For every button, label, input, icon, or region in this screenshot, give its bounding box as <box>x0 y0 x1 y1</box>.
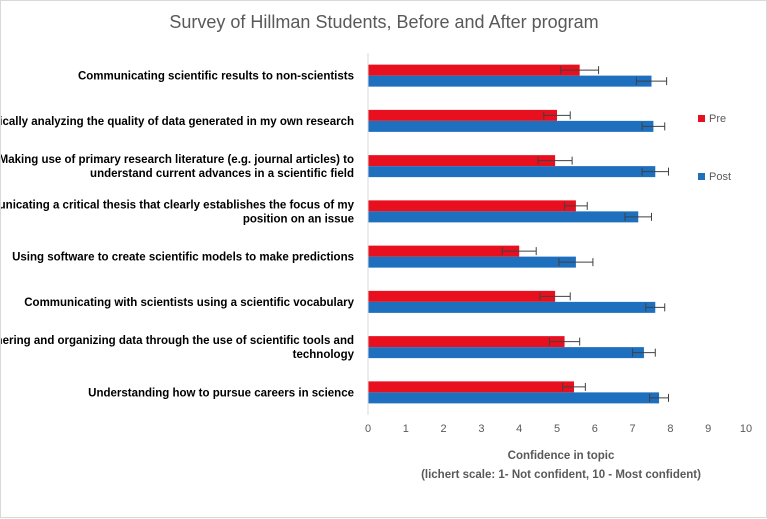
x-tick-label: 6 <box>592 423 598 435</box>
chart-title: Survey of Hillman Students, Before and A… <box>169 12 598 32</box>
category-label-line: Using software to create scientific mode… <box>12 252 354 264</box>
bar-pre <box>368 155 556 167</box>
bar-post <box>368 120 654 132</box>
category-label: Gathering and organizing data through th… <box>1 335 355 361</box>
category-label: Communicating with scientists using a sc… <box>24 297 354 309</box>
legend: Pre Post <box>698 113 731 183</box>
x-tick-label: 3 <box>478 423 484 435</box>
bar-post <box>368 256 576 268</box>
category-label: Communicating scientific results to non-… <box>78 71 354 83</box>
category-label: Critically analyzing the quality of data… <box>1 116 354 128</box>
bar-pre <box>368 200 576 212</box>
bar-pre <box>368 336 565 348</box>
category-label-line: Critically analyzing the quality of data… <box>1 116 354 128</box>
category-label-line: position on an issue <box>243 213 354 225</box>
legend-label-post: Post <box>709 171 731 183</box>
bar-pre <box>368 64 580 76</box>
x-tick-label: 2 <box>441 423 447 435</box>
bar-pre <box>368 245 520 257</box>
category-label-line: understand current advances in a scienti… <box>90 168 354 180</box>
category-label-line: Communicating scientific results to non-… <box>78 71 354 83</box>
x-axis-label: Confidence in topic <box>508 450 615 462</box>
category-label: Using software to create scientific mode… <box>12 252 354 264</box>
category-label-line: technology <box>293 349 355 361</box>
x-tick-label: 8 <box>667 423 673 435</box>
legend-label-pre: Pre <box>709 113 726 125</box>
category-label: Communicating a critical thesis that cle… <box>1 199 355 225</box>
bar-post <box>368 392 660 404</box>
x-tick-label: 7 <box>630 423 636 435</box>
bar-pre <box>368 290 556 302</box>
x-tick-label: 9 <box>705 423 711 435</box>
legend-swatch-post <box>698 173 705 180</box>
bar-post <box>368 211 639 223</box>
category-label: Understanding how to pursue careers in s… <box>88 387 354 399</box>
bar-pre <box>368 381 575 393</box>
x-axis-label-note: (lichert scale: 1- Not confident, 10 - M… <box>421 469 701 481</box>
category-label-line: Communicating with scientists using a sc… <box>24 297 354 309</box>
x-tick-label: 4 <box>516 423 522 435</box>
x-tick-label: 0 <box>365 423 371 435</box>
bar-post <box>368 301 656 313</box>
bar-post <box>368 166 656 178</box>
x-tick-label: 1 <box>403 423 409 435</box>
bar-pre <box>368 109 557 121</box>
legend-swatch-pre <box>698 115 705 122</box>
category-label: Making use of primary research literatur… <box>1 154 354 180</box>
plot-area: Communicating scientific results to non-… <box>1 64 670 404</box>
category-label-line: Understanding how to pursue careers in s… <box>88 387 354 399</box>
category-label-line: Gathering and organizing data through th… <box>1 335 354 347</box>
x-tick-label: 5 <box>554 423 560 435</box>
x-axis-ticks: 0 1 2 3 4 5 6 7 8 9 10 <box>365 423 752 435</box>
x-tick-label: 10 <box>740 423 752 435</box>
category-label-line: Communicating a critical thesis that cle… <box>1 199 355 211</box>
bar-post <box>368 347 644 359</box>
category-label-line: Making use of primary research literatur… <box>1 154 354 166</box>
bar-post <box>368 75 652 87</box>
